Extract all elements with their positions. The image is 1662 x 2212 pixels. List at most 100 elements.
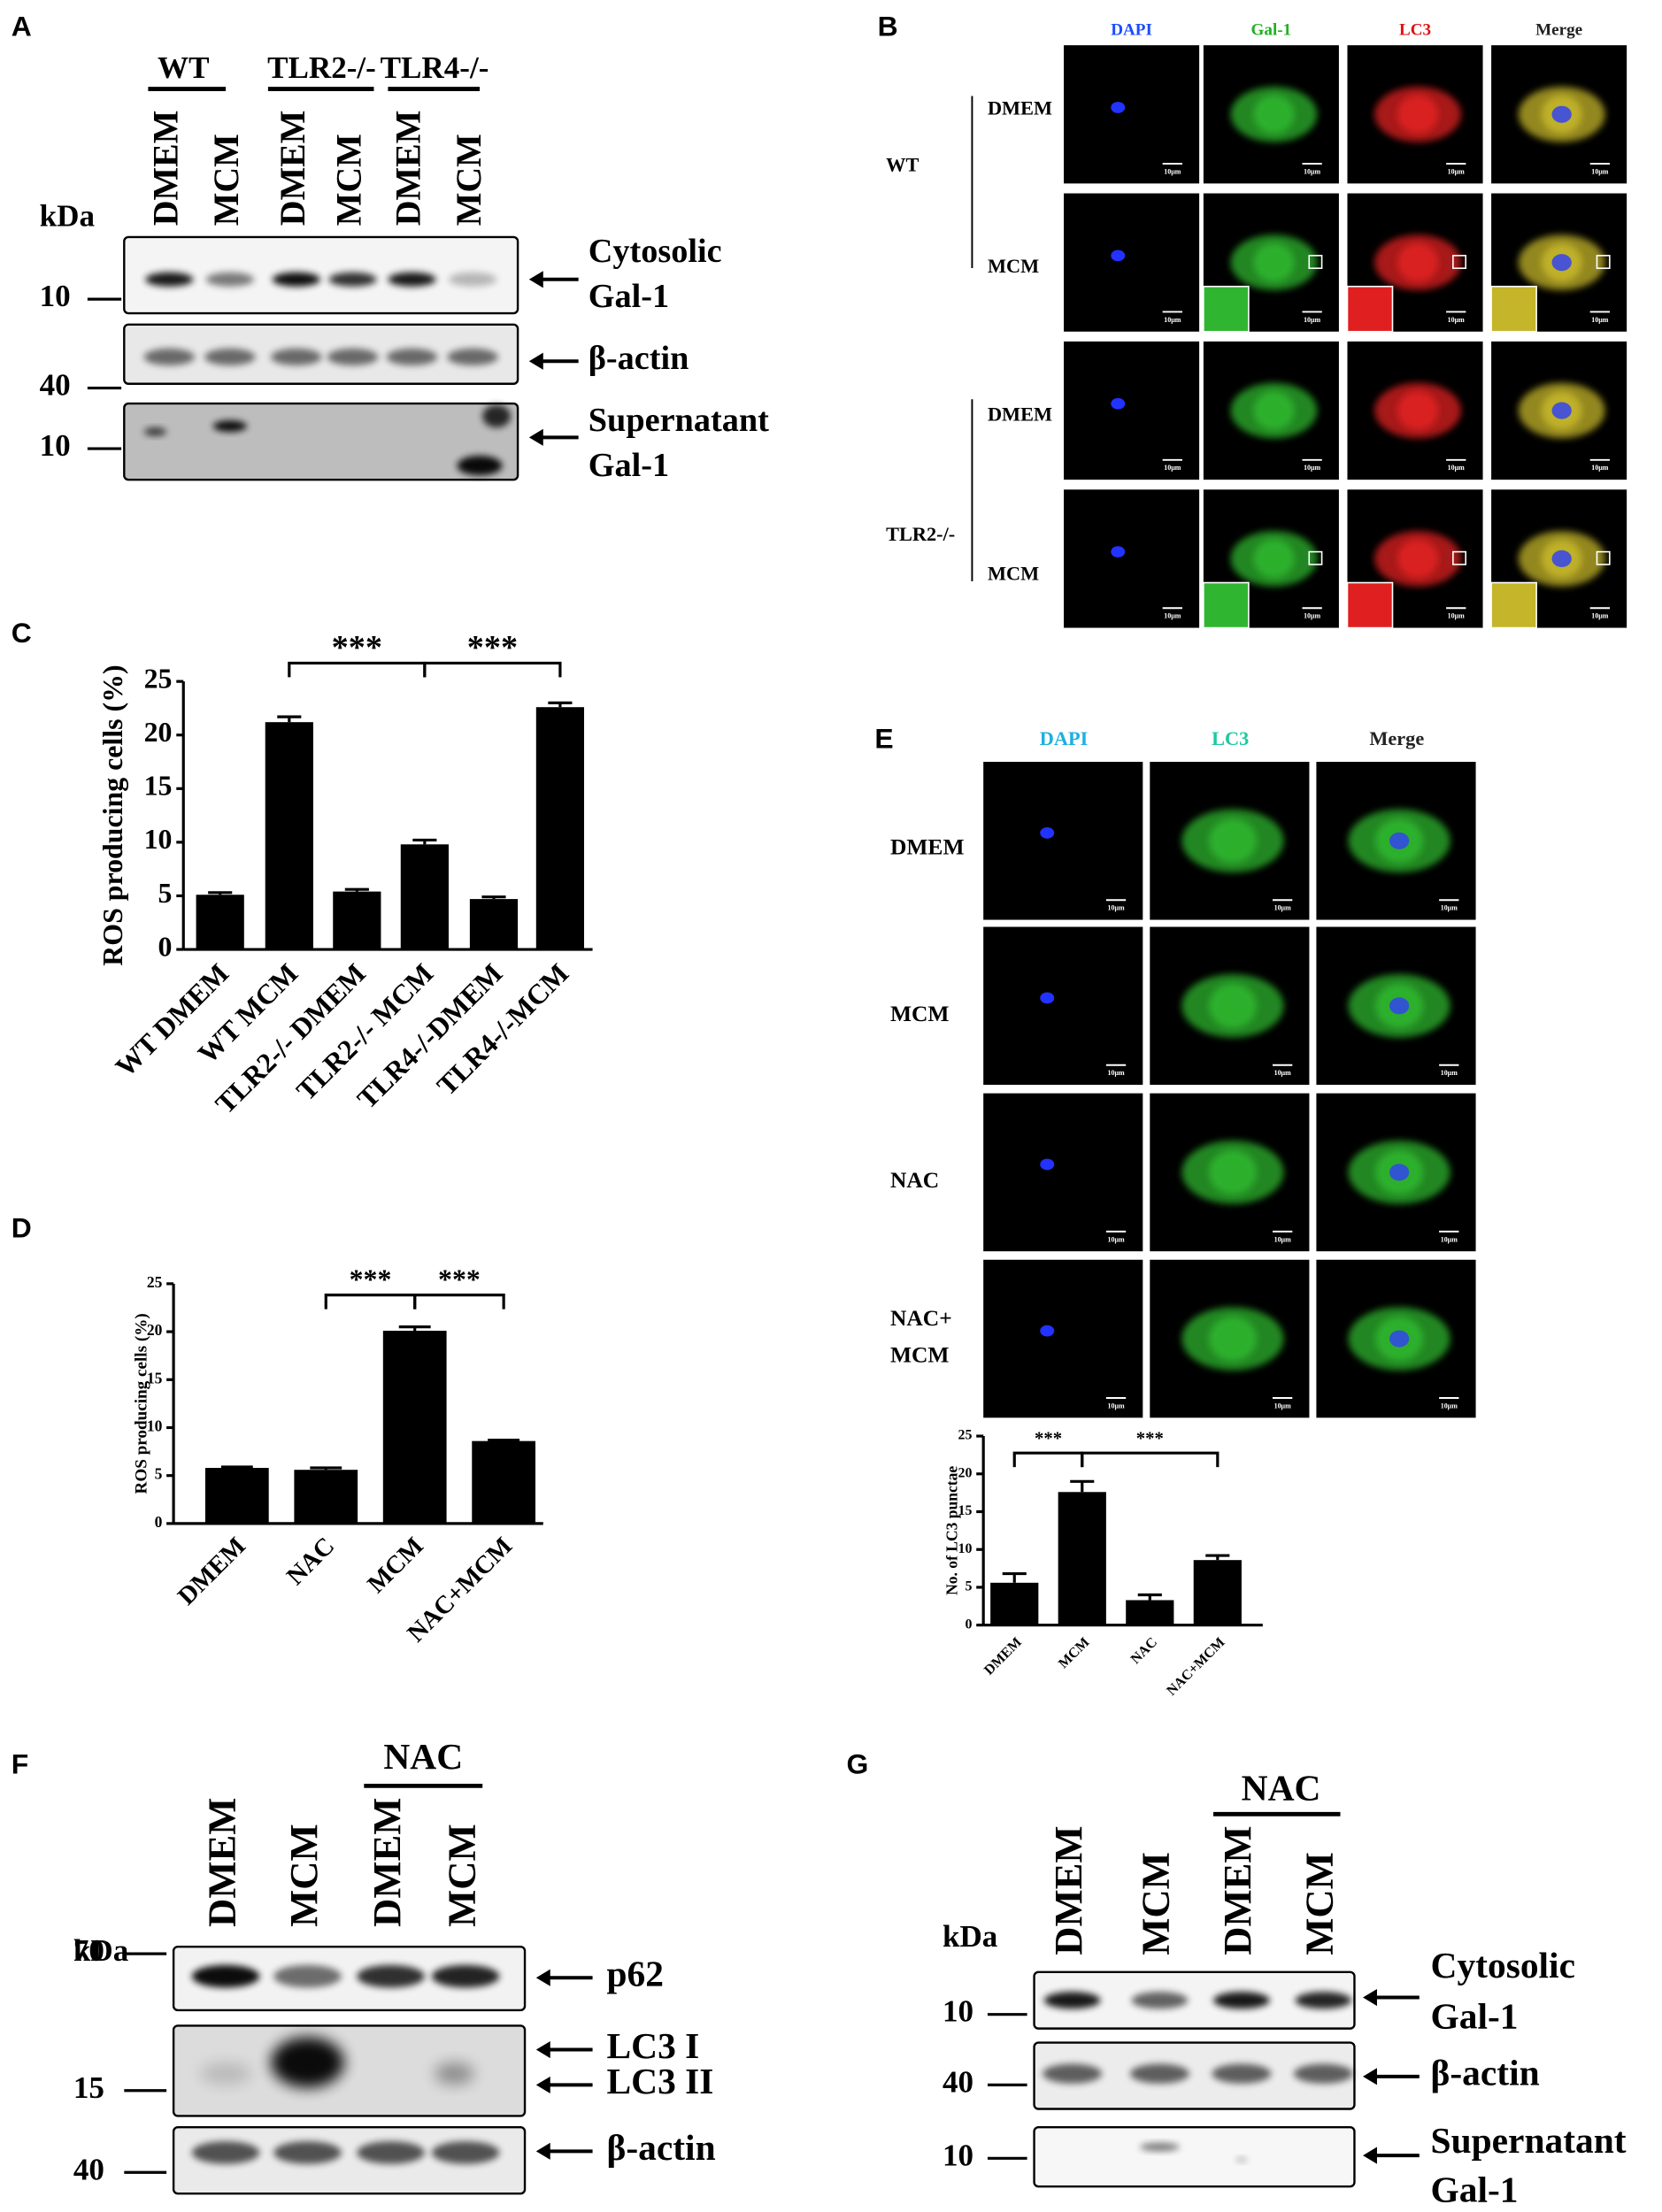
row-label: DMEM (988, 403, 1052, 426)
group-label: TLR4-/- (381, 50, 489, 85)
band (271, 348, 322, 366)
band (273, 2141, 342, 2164)
band (1212, 2063, 1272, 2084)
marker-label: 10 (943, 2138, 973, 2172)
arrow-head (1363, 2068, 1377, 2085)
bar (535, 707, 585, 950)
inset (1203, 285, 1250, 333)
lane-label: MCM (281, 1824, 326, 1926)
nucleus (1551, 254, 1572, 272)
lane-label: DMEM (1215, 1825, 1259, 1955)
y-tick-label: 20 (958, 1465, 972, 1480)
blot-label: Gal-1 (589, 278, 669, 315)
y-tick-label: 5 (155, 1465, 163, 1483)
band (357, 2141, 425, 2164)
bar (1126, 1600, 1174, 1625)
bar (1058, 1492, 1106, 1625)
scale-bar-label: 10μm (1441, 1069, 1458, 1077)
significance-label: *** (1035, 1430, 1062, 1449)
row-label: MCM (988, 255, 1039, 277)
band (327, 348, 379, 366)
arrow-head (1363, 2147, 1377, 2164)
micrograph (1064, 193, 1200, 332)
y-tick-label: 0 (158, 931, 173, 962)
nucleus (1040, 992, 1055, 1004)
scale-bar-label: 10μm (1274, 1069, 1291, 1077)
y-axis-label: No. of LC3 punctae (943, 1466, 961, 1595)
panel-label: C (12, 617, 32, 649)
band (328, 272, 377, 287)
scale-bar-label: 10μm (1441, 1402, 1458, 1409)
cell-body (1208, 1317, 1257, 1362)
lane-label: DMEM (199, 1798, 243, 1927)
band (272, 272, 320, 287)
lane-label: DMEM (145, 111, 185, 227)
treatment-label: NAC (1242, 1767, 1321, 1808)
significance-bracket (1012, 1451, 1084, 1468)
inset (1490, 285, 1537, 333)
y-tick-label: 10 (958, 1541, 972, 1556)
marker-label: 10 (943, 1994, 973, 2029)
band (431, 2141, 500, 2164)
band (447, 348, 498, 366)
scale-bar-label: 10μm (1591, 464, 1608, 472)
cell-body (1397, 539, 1439, 579)
nucleus (1040, 1325, 1055, 1337)
kda-label: kDa (40, 198, 95, 233)
scale-bar-label: 10μm (1274, 1235, 1291, 1243)
scale-bar-label: 10μm (1304, 612, 1320, 620)
band (212, 420, 247, 432)
inset-box (1596, 550, 1611, 565)
y-tick-label: 0 (155, 1513, 163, 1531)
significance-label: *** (438, 1264, 481, 1295)
lane-label: DMEM (365, 1798, 409, 1927)
cell-body (1253, 391, 1295, 430)
significance-label: *** (332, 629, 382, 666)
y-tick-label: 15 (958, 1503, 972, 1518)
x-tick-label: MCM (1056, 1635, 1092, 1671)
marker-label: 40 (40, 368, 71, 403)
column-label: Gal-1 (1251, 21, 1292, 40)
band (1140, 2142, 1180, 2152)
inset-box (1596, 255, 1611, 269)
blot-label: β-actin (1431, 2052, 1540, 2093)
y-tick-label: 20 (144, 717, 173, 748)
column-label: LC3 (1399, 21, 1431, 40)
scale-bar-label: 10μm (1164, 316, 1181, 324)
blot-label: Gal-1 (1431, 2170, 1519, 2210)
bar (1193, 1560, 1242, 1625)
nucleus (1551, 549, 1572, 568)
nucleus (1040, 1158, 1055, 1171)
scale-bar-label: 10μm (1164, 167, 1181, 175)
column-label: LC3 (1212, 727, 1249, 749)
scale-bar-label: 10μm (1591, 612, 1608, 620)
treatment-label: NAC (383, 1736, 463, 1777)
y-tick-label: 10 (144, 824, 173, 855)
blot-label: LC3 I (607, 2025, 700, 2066)
inset-box (1308, 255, 1323, 269)
scale-bar-label: 10μm (1107, 1069, 1124, 1077)
significance-bracket (423, 661, 562, 678)
band (145, 272, 194, 287)
bar (196, 895, 244, 950)
marker-label: 70 (73, 1933, 104, 1968)
blot (1033, 1970, 1356, 2030)
micrograph (983, 926, 1143, 1086)
scale-bar-label: 10μm (1304, 464, 1320, 472)
cell-body (1253, 242, 1295, 282)
arrow-head (528, 428, 543, 446)
scale-bar-label: 10μm (1304, 316, 1320, 324)
column-label: Merge (1369, 727, 1424, 749)
arrow-head (1363, 1988, 1377, 2007)
group-label: WT (886, 153, 919, 175)
scale-bar-label: 10μm (1164, 464, 1181, 472)
y-tick-label: 15 (144, 771, 173, 802)
bar (265, 722, 313, 950)
lane-label: MCM (329, 134, 369, 226)
micrograph (1064, 45, 1200, 184)
bar (990, 1582, 1039, 1625)
nucleus (1389, 997, 1410, 1015)
inset (1346, 285, 1394, 333)
cell-body (1208, 818, 1257, 864)
